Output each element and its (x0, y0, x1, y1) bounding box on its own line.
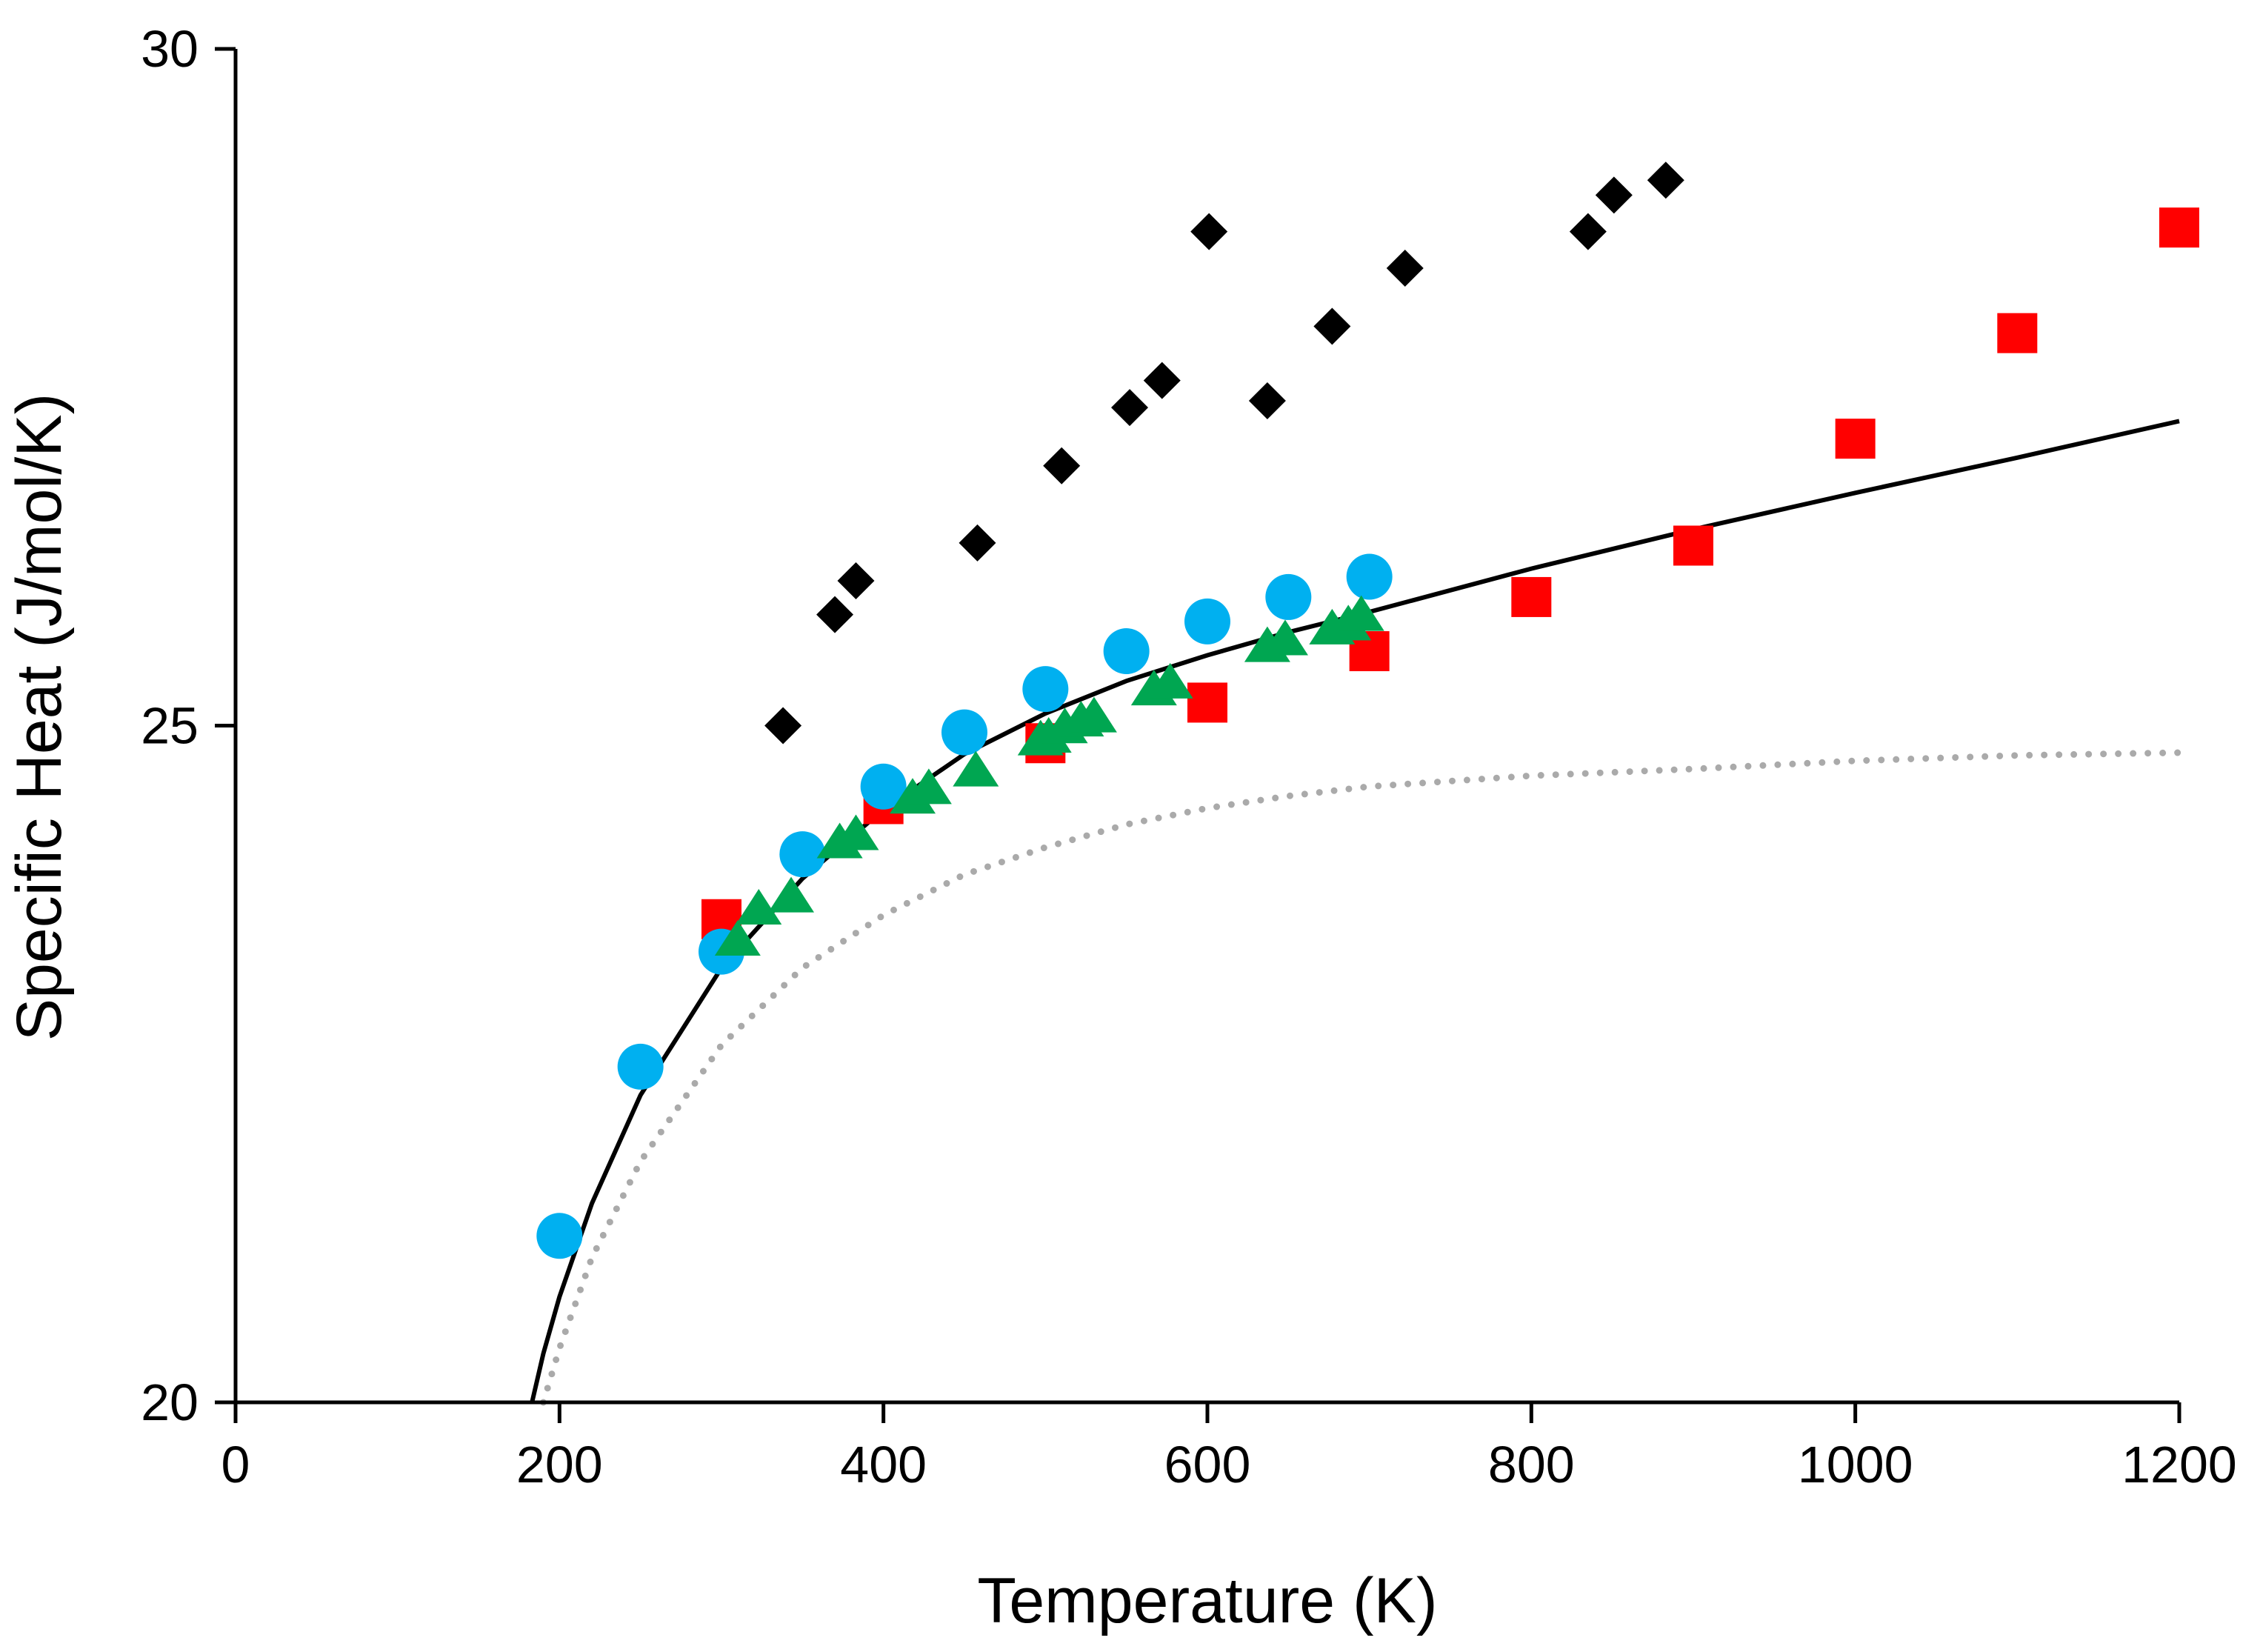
black-diamond-point (1313, 307, 1351, 345)
red-square-point (1997, 313, 2038, 353)
x-tick-label: 1200 (2121, 1436, 2237, 1493)
x-tick-label: 0 (221, 1436, 250, 1493)
blue-circle-point (1103, 628, 1150, 675)
red-square-point (1511, 576, 1552, 617)
black-diamond-point (1190, 213, 1228, 250)
x-tick-label: 800 (1488, 1436, 1575, 1493)
markers-layer (536, 161, 2199, 1259)
x-tick-label: 200 (516, 1436, 603, 1493)
green-triangle-point (736, 889, 782, 925)
blue-circle-point (536, 1213, 583, 1259)
blue-circle-point (1265, 573, 1312, 620)
blue-circle-point (617, 1043, 664, 1090)
black-diamond-point (1595, 176, 1633, 214)
red-square-point (1835, 419, 1876, 459)
black-diamond-point (1647, 161, 1684, 199)
red-square-point (1673, 525, 1713, 566)
green-triangle-point (768, 876, 815, 913)
y-tick-label: 30 (141, 20, 199, 78)
black-diamond-point (959, 524, 996, 562)
blue-circle-point (941, 709, 987, 756)
black-diamond-point (1111, 389, 1149, 427)
black-diamond-point (1043, 447, 1081, 484)
dotted-model-curve (540, 749, 2183, 1406)
green-triangle-point (833, 814, 879, 850)
blue-circle-point (1346, 553, 1393, 600)
x-tick-label: 1000 (1798, 1436, 1913, 1493)
y-tick-label: 25 (141, 697, 199, 755)
blue-circle-point (779, 831, 826, 878)
green-triangle-point (905, 768, 952, 805)
red-square-point (1187, 682, 1227, 723)
green-triangle-point (1070, 696, 1117, 733)
green-triangle-point (1147, 662, 1193, 699)
black-diamond-point (1569, 213, 1607, 250)
blue-circle-point (1184, 598, 1230, 645)
ticks-layer: 0 200 400 600 800 1000 1200 20 25 30 (141, 20, 2237, 1493)
red-square-point (2159, 207, 2199, 248)
green-triangle-point (1338, 595, 1384, 631)
y-axis-title: Specific Heat (J/mol/K) (4, 393, 75, 1042)
black-diamond-point (816, 596, 854, 633)
black-diamond-point (764, 707, 802, 745)
x-axis-title: Temperature (K) (977, 1565, 1437, 1636)
x-tick-label: 400 (840, 1436, 927, 1493)
green-triangle-point (714, 920, 761, 956)
blue-circle-point (860, 763, 907, 810)
black-diamond-point (1143, 362, 1181, 399)
x-tick-label: 600 (1164, 1436, 1251, 1493)
y-tick-label: 20 (141, 1373, 199, 1431)
blue-circle-point (1022, 666, 1069, 713)
black-diamond-point (1248, 382, 1286, 420)
green-triangle-point (953, 750, 999, 787)
green-triangle-point (1261, 619, 1308, 656)
black-diamond-point (1386, 249, 1424, 287)
black-diamond-point (837, 562, 875, 600)
